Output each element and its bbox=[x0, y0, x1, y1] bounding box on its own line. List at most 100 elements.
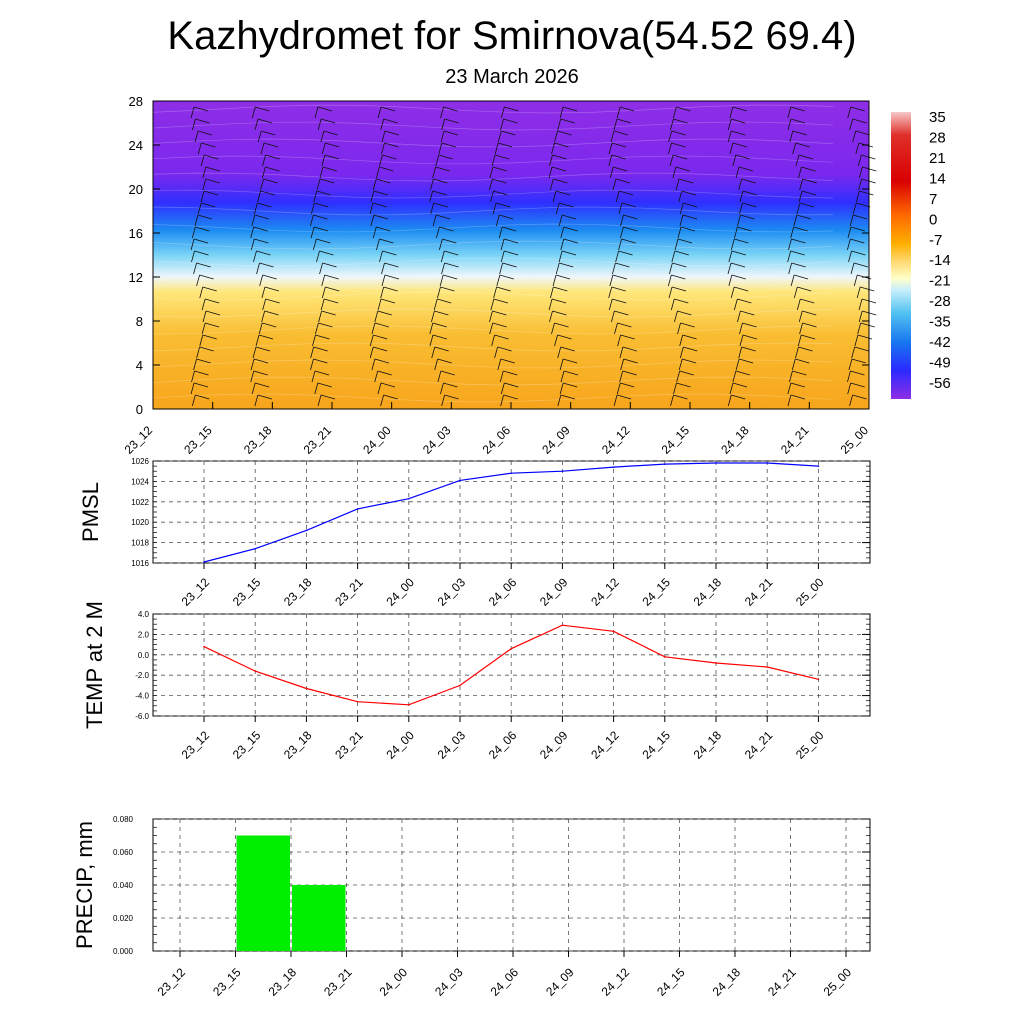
x-tick-label: 24_15 bbox=[639, 728, 673, 762]
x-tick-label: 23_12 bbox=[155, 965, 189, 999]
y-tick-label: -4.0 bbox=[135, 692, 149, 701]
x-tick-label: 25_00 bbox=[793, 728, 827, 762]
colorbar-label: 0 bbox=[929, 211, 937, 228]
pmsl-point bbox=[561, 470, 564, 473]
wind-barb-column bbox=[309, 106, 340, 407]
contour-line bbox=[152, 359, 834, 369]
x-tick-label: 24_03 bbox=[420, 423, 454, 457]
x-tick-label: 24_15 bbox=[659, 423, 693, 457]
y-tick-label: 1024 bbox=[131, 477, 149, 486]
colorbar-label: -49 bbox=[929, 355, 951, 372]
cross-section-field bbox=[153, 101, 869, 409]
chart-subtitle: 23 March 2026 bbox=[445, 66, 579, 88]
wind-barb-column bbox=[667, 106, 698, 407]
contour-line bbox=[152, 291, 834, 301]
x-tick-label: 24_03 bbox=[435, 728, 469, 762]
wind-barb-column bbox=[488, 106, 519, 407]
wind-barb-column bbox=[608, 106, 638, 407]
temp2m-point bbox=[817, 678, 820, 681]
pmsl-point bbox=[664, 463, 666, 465]
x-tick-label: 25_00 bbox=[793, 575, 827, 609]
pmsl-point bbox=[254, 547, 256, 550]
wind-barb-column bbox=[429, 106, 459, 407]
x-tick-label: 23_12 bbox=[179, 575, 213, 609]
x-tick-label: 24_21 bbox=[742, 575, 776, 609]
y-tick-label: 16 bbox=[129, 226, 143, 241]
temp2m-point bbox=[203, 645, 205, 648]
contour-line bbox=[152, 376, 834, 386]
contour-line bbox=[152, 172, 834, 182]
colorbar-label: 35 bbox=[929, 109, 946, 126]
y-tick-label: 1016 bbox=[131, 559, 149, 568]
y-tick-label: -2.0 bbox=[135, 671, 149, 680]
y-tick-label: 24 bbox=[129, 138, 143, 153]
y-tick-label: 1026 bbox=[131, 457, 149, 466]
x-tick-label: 23_21 bbox=[321, 965, 355, 999]
x-tick-label: 24_09 bbox=[543, 965, 577, 999]
temp2m-point bbox=[664, 656, 666, 658]
x-tick-label: 24_09 bbox=[539, 423, 573, 457]
y-tick-label: 0.020 bbox=[113, 914, 134, 923]
chart-title: Kazhydromet for Smirnova(54.52 69.4) bbox=[167, 14, 857, 58]
contour-line bbox=[152, 393, 834, 403]
temp2m-point bbox=[766, 666, 768, 668]
x-tick-label: 24_12 bbox=[599, 965, 633, 999]
temp2m-point bbox=[561, 624, 564, 627]
precip-bar bbox=[292, 885, 346, 951]
y-tick-label: 0.060 bbox=[113, 848, 134, 857]
x-tick-label: 23_18 bbox=[281, 575, 315, 609]
x-tick-label: 23_15 bbox=[230, 728, 264, 762]
y-tick-label: 1022 bbox=[131, 498, 149, 507]
pmsl-point bbox=[766, 462, 768, 464]
x-tick-label: 24_12 bbox=[588, 728, 622, 762]
x-tick-label: 24_18 bbox=[691, 575, 725, 609]
x-tick-label: 23_21 bbox=[332, 575, 366, 609]
y-tick-label: 0.040 bbox=[113, 881, 134, 890]
colorbar-label: -42 bbox=[929, 334, 951, 351]
x-tick-label: 24_15 bbox=[654, 965, 688, 999]
x-tick-label: 24_21 bbox=[742, 728, 776, 762]
wind-barb-column bbox=[727, 106, 758, 407]
x-tick-label: 24_00 bbox=[383, 728, 417, 762]
x-tick-label: 23_15 bbox=[230, 575, 264, 609]
x-tick-label: 23_21 bbox=[332, 728, 366, 762]
x-tick-label: 23_18 bbox=[281, 728, 315, 762]
y-tick-label: 4 bbox=[136, 358, 143, 373]
colorbar-label: -35 bbox=[929, 314, 951, 331]
contour-line bbox=[152, 189, 834, 199]
precip-bar bbox=[236, 835, 290, 951]
contour-line bbox=[152, 308, 834, 318]
pmsl-panel: 1016 1018 1020 1022 1024 1026 23_12 23_15 23_18 2… bbox=[78, 457, 871, 609]
x-tick-label: 23_15 bbox=[181, 423, 215, 457]
contour-line bbox=[152, 274, 834, 284]
contour-line bbox=[152, 155, 834, 165]
temp2m-point bbox=[612, 630, 615, 633]
colorbar-label: -14 bbox=[929, 252, 951, 269]
wind-barb-column bbox=[548, 106, 579, 407]
contour-line bbox=[152, 138, 834, 148]
y-tick-label: 0.000 bbox=[113, 947, 134, 956]
x-tick-label: 24_06 bbox=[488, 965, 522, 999]
y-tick-label: 12 bbox=[129, 270, 143, 285]
x-tick-label: 24_18 bbox=[710, 965, 744, 999]
colorbar bbox=[891, 112, 911, 399]
cross-section-panel: 0 4 8 12 16 20 24 28 23_12 23_15 23_18 23_21 24_00 24… bbox=[122, 94, 951, 457]
x-tick-label: 24_00 bbox=[377, 965, 411, 999]
wind-barb-column bbox=[190, 106, 221, 407]
pmsl-point bbox=[715, 462, 717, 464]
contour-line bbox=[152, 240, 834, 250]
x-tick-label: 23_21 bbox=[301, 423, 335, 457]
contour-line bbox=[152, 325, 834, 335]
x-tick-label: 24_09 bbox=[537, 575, 571, 609]
temp2m-point bbox=[254, 670, 256, 672]
y-tick-label: 0 bbox=[136, 402, 143, 417]
x-tick-label: 24_09 bbox=[537, 728, 571, 762]
pmsl-ylabel: PMSL bbox=[78, 482, 103, 542]
x-tick-label: 24_06 bbox=[486, 728, 520, 762]
x-tick-label: 24_12 bbox=[588, 575, 622, 609]
y-tick-label: 28 bbox=[129, 94, 143, 109]
y-tick-label: -6.0 bbox=[135, 712, 149, 721]
x-tick-label: 24_18 bbox=[718, 423, 752, 457]
y-tick-label: 0.0 bbox=[138, 651, 150, 660]
x-tick-label: 24_03 bbox=[435, 575, 469, 609]
